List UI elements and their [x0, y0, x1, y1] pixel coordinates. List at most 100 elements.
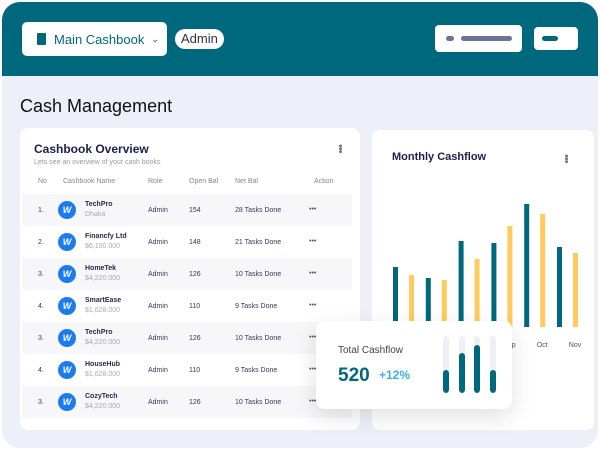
table-row: 4. W SmartEase $1,628.000 Admin 110 9 Ta…	[22, 290, 352, 322]
row-name: TechPro	[85, 329, 113, 336]
row-open-bal: 126	[189, 271, 201, 278]
row-action-button[interactable]: •••	[309, 366, 317, 373]
row-action-button[interactable]: •••	[309, 270, 317, 277]
row-open-bal: 126	[189, 399, 201, 406]
row-action-button[interactable]: •••	[309, 302, 317, 309]
row-no: 4.	[38, 367, 44, 374]
row-role: Admin	[148, 335, 168, 342]
menu-placeholder-button[interactable]	[534, 27, 578, 50]
row-role: Admin	[148, 271, 168, 278]
cashbook-overview-card: Cashbook Overview Lets see an overview o…	[20, 128, 360, 430]
mini-bar-track	[474, 336, 480, 393]
total-change: +12%	[379, 368, 411, 382]
mini-bar	[474, 344, 480, 393]
row-no: 3.	[38, 271, 44, 278]
cashflow-chart: SepOctNov	[393, 204, 582, 349]
bar	[474, 259, 480, 327]
row-no: 3.	[38, 399, 44, 406]
company-logo-icon: W	[58, 393, 76, 411]
row-name: TechPro	[85, 201, 113, 208]
page-title: Cash Management	[20, 96, 173, 116]
row-subtitle: $4,220.000	[85, 339, 121, 346]
col-role: Role	[148, 178, 163, 185]
company-logo-icon: W	[58, 361, 76, 379]
row-name: CozyTech	[85, 393, 118, 400]
bar	[507, 226, 513, 327]
bar	[491, 243, 497, 327]
search-placeholder-button[interactable]	[435, 25, 522, 52]
company-logo-icon: W	[58, 297, 76, 315]
row-name: HomeTek	[85, 265, 116, 272]
col-no: No	[38, 178, 47, 185]
bar	[441, 280, 447, 327]
row-net-bal: 10 Tasks Done	[235, 335, 282, 342]
row-subtitle: $4,220.000	[85, 403, 121, 410]
row-action-button[interactable]: •••	[309, 398, 317, 405]
row-subtitle: $1,628.000	[85, 307, 121, 314]
mini-bar	[458, 353, 465, 393]
row-action-button[interactable]: •••	[309, 206, 317, 213]
bar	[393, 267, 398, 327]
mini-bar-track	[458, 336, 465, 393]
bar	[409, 275, 414, 327]
row-name: SmartEase	[85, 297, 122, 304]
col-net: Net Bal	[235, 178, 258, 185]
row-no: 1.	[38, 207, 44, 214]
more-options-icon[interactable]: •••	[560, 154, 572, 163]
mini-bar-track	[489, 336, 496, 393]
table-row: 1. W TechPro Dhaka Admin 154 28 Tasks Do…	[22, 194, 352, 226]
x-tick-label: Oct	[537, 342, 548, 349]
table-row: 2. W Financfy Ltd $6,100.000 Admin 148 2…	[22, 226, 352, 258]
row-name: HouseHub	[85, 361, 120, 368]
company-logo-icon: W	[58, 265, 76, 283]
table-row: 3. W HomeTek $4,220.000 Admin 126 10 Tas…	[22, 258, 352, 290]
row-role: Admin	[148, 207, 168, 214]
col-action: Action	[314, 178, 334, 185]
row-subtitle: Dhaka	[85, 211, 106, 218]
role-badge: Admin	[175, 29, 224, 49]
col-open: Open Bal	[189, 178, 219, 185]
row-net-bal: 9 Tasks Done	[235, 303, 278, 310]
company-logo-icon: W	[58, 201, 76, 219]
row-action-button[interactable]: •••	[309, 238, 317, 245]
table-row: 4. W HouseHub $1,628.000 Admin 110 9 Tas…	[22, 354, 352, 386]
row-subtitle: $4,220.000	[85, 275, 121, 282]
row-role: Admin	[148, 239, 168, 246]
bar	[573, 253, 578, 327]
row-role: Admin	[148, 399, 168, 406]
bar	[425, 278, 431, 327]
row-open-bal: 110	[189, 303, 201, 310]
table-row: 3. W CozyTech $4,220.000 Admin 126 10 Ta…	[22, 386, 352, 418]
row-net-bal: 10 Tasks Done	[235, 399, 282, 406]
row-net-bal: 10 Tasks Done	[235, 271, 282, 278]
row-action-button[interactable]: •••	[309, 334, 317, 341]
card-title: Cashbook Overview	[34, 142, 149, 156]
row-open-bal: 154	[189, 207, 201, 214]
row-open-bal: 110	[189, 367, 201, 374]
row-no: 3.	[38, 335, 44, 342]
row-subtitle: $6,100.000	[85, 243, 121, 250]
more-options-icon[interactable]: •••	[334, 144, 346, 153]
total-value: 520	[338, 365, 370, 386]
cashbook-selector[interactable]: Main Cashbook ⌄	[22, 22, 167, 56]
bar	[540, 214, 546, 327]
card-title: Monthly Cashflow	[392, 151, 487, 163]
card-subtitle: Lets see an overview of your cash books	[34, 159, 161, 166]
row-open-bal: 126	[189, 335, 201, 342]
mini-bar-track	[443, 336, 449, 393]
book-icon	[37, 33, 46, 45]
company-logo-icon: W	[58, 233, 76, 251]
row-net-bal: 28 Tasks Done	[235, 207, 282, 214]
table-header: No Cashbook Name Role Open Bal Net Bal A…	[20, 178, 360, 192]
row-no: 4.	[38, 303, 44, 310]
row-net-bal: 9 Tasks Done	[235, 367, 278, 374]
company-logo-icon: W	[58, 329, 76, 347]
bar	[557, 247, 562, 327]
col-name: Cashbook Name	[63, 178, 116, 185]
top-bar: Main Cashbook ⌄ Admin	[2, 2, 598, 76]
bar	[524, 204, 530, 327]
row-no: 2.	[38, 239, 44, 246]
row-role: Admin	[148, 303, 168, 310]
bar	[458, 241, 464, 327]
total-cashflow-card: Total Cashflow 520 +12%	[316, 321, 512, 409]
